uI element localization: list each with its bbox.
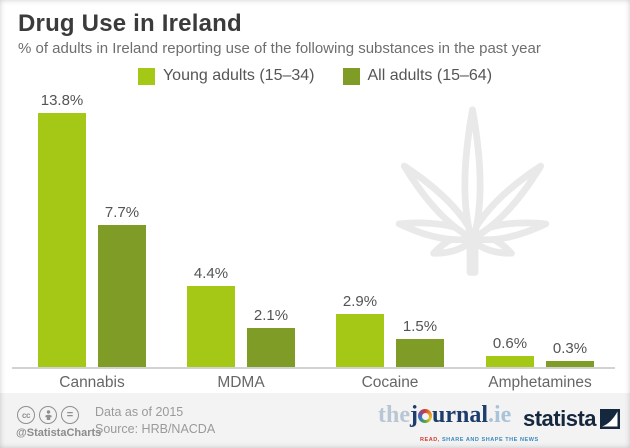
- equals-icon: =: [61, 406, 79, 424]
- chart-legend: Young adults (15–34) All adults (15–64): [0, 67, 630, 85]
- bar-cocaine-series-0: [336, 314, 384, 367]
- bar-value-label: 0.3%: [552, 340, 588, 357]
- bar-cocaine-series-1: [396, 339, 444, 367]
- bar-value-label: 4.4%: [193, 265, 229, 282]
- journal-tagline: READ, SHARE AND SHAPE THE NEWS: [420, 437, 539, 443]
- bar-cannabis-series-1: [98, 225, 146, 367]
- thejournal-ie-logo[interactable]: thej urnal.ie READ, SHARE AND SHAPE THE N…: [378, 403, 539, 448]
- legend-label: All adults (15–64): [367, 67, 493, 84]
- journal-logo-color-ring-icon: [418, 409, 432, 423]
- journal-logo-urnal: urnal: [432, 402, 489, 428]
- bar-value-label: 13.8%: [40, 92, 84, 109]
- legend-swatch-all-adults: [342, 67, 360, 85]
- bar-value-label: 2.9%: [342, 293, 378, 310]
- journal-logo-tld: .ie: [488, 402, 512, 428]
- page-subtitle: % of adults in Ireland reporting use of …: [18, 40, 541, 57]
- statista-wordmark: statista: [523, 406, 597, 431]
- cc-icon: cc: [17, 406, 35, 424]
- statista-logo[interactable]: statista: [523, 406, 621, 432]
- source-line: Source: HRB/NACDA: [95, 422, 216, 436]
- category-label-amphetamines: Amphetamines: [488, 374, 592, 391]
- footer-bar: cc = @StatistaCharts Data as of 2015 Sou…: [0, 393, 630, 448]
- bar-mdma-series-1: [247, 328, 295, 367]
- bar-value-label: 1.5%: [402, 318, 438, 335]
- cannabis-leaf-watermark: [395, 106, 550, 276]
- x-axis-line: [12, 367, 615, 369]
- journal-logo-the: the: [378, 402, 410, 428]
- bar-amphetamines-series-1: [546, 361, 594, 367]
- source-note: Data as of 2015 Source: HRB/NACDA: [95, 404, 215, 438]
- bar-value-label: 0.6%: [492, 335, 528, 352]
- statista-charts-handle[interactable]: @StatistaCharts: [16, 427, 102, 439]
- bar-value-label: 2.1%: [253, 307, 289, 324]
- bar-cannabis-series-0: [38, 113, 86, 367]
- bar-mdma-series-0: [187, 286, 235, 367]
- category-label-cannabis: Cannabis: [59, 374, 125, 391]
- legend-label: Young adults (15–34): [162, 67, 315, 84]
- bar-amphetamines-series-0: [486, 356, 534, 367]
- category-label-cocaine: Cocaine: [361, 374, 419, 391]
- legend-swatch-young-adults: [137, 67, 155, 85]
- attribution-person-icon: [39, 406, 57, 424]
- legend-item-young-adults: Young adults (15–34): [137, 67, 315, 85]
- statista-square-icon: [600, 409, 621, 429]
- data-note: Data as of 2015: [95, 405, 184, 419]
- bar-value-label: 7.7%: [104, 204, 140, 221]
- legend-item-all-adults: All adults (15–64): [342, 67, 493, 85]
- creative-commons-license[interactable]: cc =: [17, 406, 79, 424]
- journal-logo-j: j: [410, 402, 418, 428]
- page-title: Drug Use in Ireland: [18, 10, 242, 37]
- category-label-mdma: MDMA: [217, 374, 265, 391]
